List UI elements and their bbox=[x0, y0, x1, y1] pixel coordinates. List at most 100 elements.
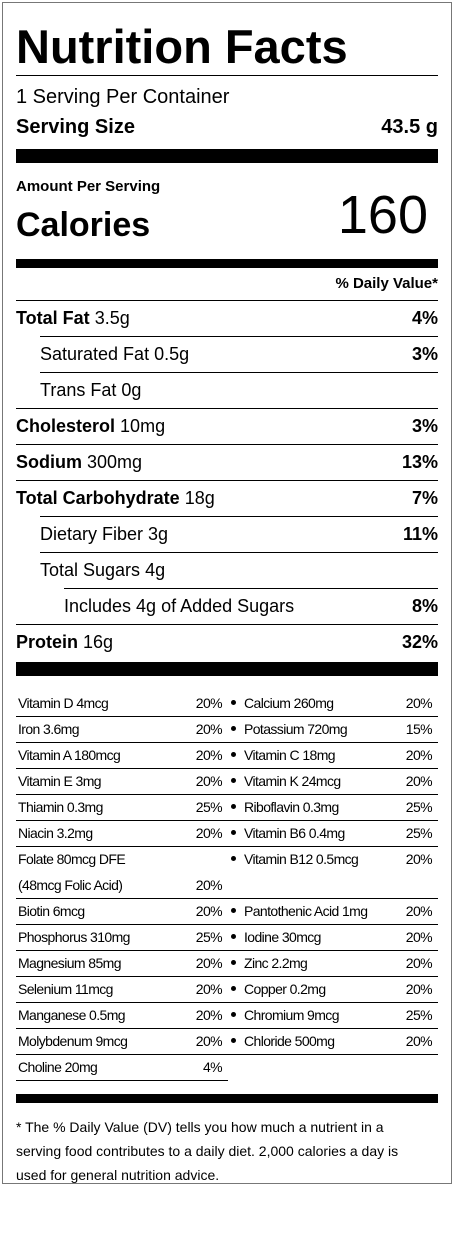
nutrient-row: Trans Fat 0g bbox=[40, 377, 141, 403]
thick-rule bbox=[16, 259, 438, 268]
rule bbox=[16, 794, 438, 795]
rule bbox=[64, 588, 438, 589]
micronutrient-dv: 20% bbox=[405, 747, 433, 763]
daily-value: 11% bbox=[402, 523, 438, 544]
micronutrient: Choline 20mg bbox=[18, 1059, 98, 1075]
amount-per-serving: Amount Per Serving bbox=[16, 178, 161, 195]
calories-value: 160 bbox=[337, 185, 428, 245]
micronutrient-dv: 20% bbox=[195, 981, 223, 997]
nutrient-row: Total Fat 3.5g bbox=[16, 305, 130, 331]
micronutrient-dv: 20% bbox=[405, 903, 433, 919]
daily-value: 8% bbox=[411, 595, 438, 616]
nutrient-row: Total Sugars 4g bbox=[40, 557, 165, 583]
nutrient-name: Protein bbox=[16, 632, 79, 652]
bullet bbox=[231, 986, 236, 991]
micronutrient: Vitamin C 18mg bbox=[244, 747, 336, 763]
micronutrient: Iron 3.6mg bbox=[18, 721, 80, 737]
micronutrient-dv: 20% bbox=[195, 1033, 223, 1049]
rule bbox=[40, 516, 438, 517]
micronutrient: Calcium 260mg bbox=[244, 695, 334, 711]
nutrient-amount: 0.5g bbox=[154, 344, 190, 364]
micronutrient: Vitamin E 3mg bbox=[18, 773, 102, 789]
bullet bbox=[231, 778, 236, 783]
micronutrient: Riboflavin 0.3mg bbox=[244, 799, 339, 815]
micronutrient: Manganese 0.5mg bbox=[18, 1007, 126, 1023]
rule bbox=[40, 552, 438, 553]
bullet bbox=[231, 908, 236, 913]
daily-value: 4% bbox=[411, 307, 438, 328]
micronutrient-dv: 20% bbox=[195, 877, 223, 893]
serving-size-value: 43.5 g bbox=[381, 116, 438, 138]
daily-value: 3% bbox=[411, 343, 438, 364]
thick-rule bbox=[16, 1094, 438, 1103]
micronutrient: Vitamin B6 0.4mg bbox=[244, 825, 345, 841]
micronutrient-dv: 20% bbox=[195, 721, 223, 737]
rule bbox=[16, 898, 438, 899]
nutrient-name: Trans Fat bbox=[40, 380, 117, 400]
nutrient-row: Includes 4g of Added Sugars bbox=[64, 593, 294, 619]
micronutrient-dv: 20% bbox=[405, 955, 433, 971]
title: Nutrition Facts bbox=[16, 19, 348, 73]
daily-value: 32% bbox=[401, 631, 438, 652]
rule bbox=[16, 480, 438, 481]
rule bbox=[16, 1080, 228, 1081]
rule bbox=[16, 1002, 438, 1003]
micronutrient-dv: 20% bbox=[195, 773, 223, 789]
nutrient-amount: 3g bbox=[148, 524, 169, 544]
rule bbox=[16, 1028, 438, 1029]
micronutrient-dv: 20% bbox=[405, 929, 433, 945]
daily-value: 3% bbox=[411, 415, 438, 436]
micronutrient: Chromium 9mcg bbox=[244, 1007, 339, 1023]
bullet bbox=[231, 804, 236, 809]
micronutrient: Folate 80mcg DFE bbox=[18, 851, 126, 867]
bullet bbox=[231, 1012, 236, 1017]
micronutrient-dv: 4% bbox=[202, 1059, 223, 1075]
bullet bbox=[231, 700, 236, 705]
rule bbox=[16, 976, 438, 977]
rule bbox=[16, 75, 438, 76]
rule bbox=[16, 820, 438, 821]
micronutrient-dv: 20% bbox=[195, 747, 223, 763]
nutrient-amount: 300mg bbox=[87, 452, 143, 472]
nutrient-row: Sodium 300mg bbox=[16, 449, 142, 475]
thick-rule bbox=[16, 662, 438, 676]
calories-label: Calories bbox=[16, 206, 151, 244]
rule bbox=[16, 408, 438, 409]
nutrient-amount: 4g bbox=[145, 560, 166, 580]
bullet bbox=[231, 934, 236, 939]
nutrient-amount: 16g bbox=[83, 632, 114, 652]
thick-rule bbox=[16, 149, 438, 163]
nutrient-row: Cholesterol 10mg bbox=[16, 413, 165, 439]
micronutrient: Niacin 3.2mg bbox=[18, 825, 93, 841]
micronutrient: Biotin 6mcg bbox=[18, 903, 85, 919]
rule bbox=[16, 1054, 438, 1055]
nutrient-name: Saturated Fat bbox=[40, 344, 150, 364]
micronutrient-dv: 25% bbox=[405, 799, 433, 815]
micronutrient: Phosphorus 310mg bbox=[18, 929, 130, 945]
rule bbox=[16, 924, 438, 925]
servings: 1 Serving Per Container bbox=[16, 86, 230, 108]
micronutrient: Iodine 30mcg bbox=[244, 929, 321, 945]
micronutrient: Magnesium 85mg bbox=[18, 955, 121, 971]
micronutrient: Potassium 720mg bbox=[244, 721, 348, 737]
micronutrient-dv: 20% bbox=[195, 1007, 223, 1023]
micronutrient-dv: 20% bbox=[195, 695, 223, 711]
micronutrient-dv: 20% bbox=[405, 851, 433, 867]
micronutrient-dv: 20% bbox=[405, 981, 433, 997]
nutrient-amount: 10mg bbox=[120, 416, 166, 436]
bullet bbox=[231, 830, 236, 835]
nutrient-name: Total Sugars bbox=[40, 560, 141, 580]
rule bbox=[40, 372, 438, 373]
micronutrient: Pantothenic Acid 1mg bbox=[244, 903, 368, 919]
daily-value: 13% bbox=[401, 451, 438, 472]
micronutrient-dv: 15% bbox=[405, 721, 433, 737]
nutrient-name: Includes 4g of Added Sugars bbox=[64, 596, 295, 616]
micronutrient-dv: 20% bbox=[195, 825, 223, 841]
bullet bbox=[231, 856, 236, 861]
bullet bbox=[231, 752, 236, 757]
rule bbox=[16, 444, 438, 445]
micronutrient-dv: 25% bbox=[405, 825, 433, 841]
nutrient-amount: 3.5g bbox=[94, 308, 130, 328]
bullet bbox=[231, 1038, 236, 1043]
